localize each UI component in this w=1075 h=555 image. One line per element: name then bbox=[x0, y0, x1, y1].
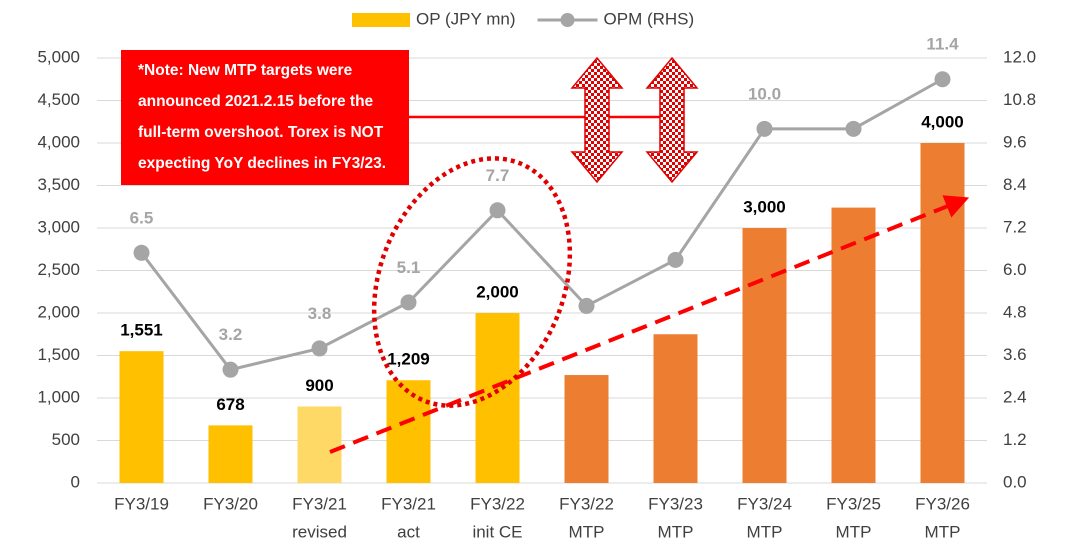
double-arrow bbox=[570, 56, 624, 184]
line-marker bbox=[222, 361, 239, 378]
line-marker bbox=[400, 294, 417, 311]
x-tick-label: FY3/23 bbox=[648, 494, 703, 513]
y2-tick-label: 3.6 bbox=[1003, 345, 1027, 364]
line-marker bbox=[578, 297, 595, 314]
y-tick-label: 2,000 bbox=[37, 302, 80, 321]
bar bbox=[831, 207, 876, 483]
y2-tick-label: 1.2 bbox=[1003, 430, 1027, 449]
x-tick-label: FY3/21 bbox=[292, 494, 347, 513]
line-marker bbox=[133, 244, 150, 261]
highlight-ellipse bbox=[371, 156, 573, 408]
plot-area bbox=[97, 57, 987, 484]
bar-value-label: 1,551 bbox=[120, 321, 163, 340]
note-text: announced 2021.2.15 before the bbox=[138, 93, 374, 110]
line-value-label: 3.8 bbox=[308, 304, 332, 323]
bar bbox=[297, 406, 342, 483]
double-arrow bbox=[645, 56, 699, 184]
y-tick-label: 0 bbox=[71, 472, 80, 491]
line-value-label: 10.0 bbox=[748, 84, 781, 103]
x-tick-label: init CE bbox=[472, 522, 522, 541]
legend-swatch bbox=[352, 13, 410, 27]
line-marker bbox=[934, 71, 951, 88]
bar bbox=[920, 143, 965, 483]
line-value-label: 7.7 bbox=[486, 166, 510, 185]
y-tick-label: 2,500 bbox=[37, 260, 80, 279]
line-marker bbox=[756, 120, 773, 137]
line-value-label: 6.5 bbox=[130, 208, 154, 227]
y-tick-label: 1,500 bbox=[37, 345, 80, 364]
y-tick-label: 4,500 bbox=[37, 90, 80, 109]
bar bbox=[386, 380, 431, 483]
line-marker bbox=[489, 202, 506, 219]
y-tick-label: 5,000 bbox=[37, 47, 80, 66]
decorations bbox=[121, 50, 970, 454]
y2-tick-label: 8.4 bbox=[1003, 175, 1027, 194]
y2-tick-label: 2.4 bbox=[1003, 387, 1027, 406]
y2-tick-label: 4.8 bbox=[1003, 302, 1027, 321]
bar bbox=[119, 351, 164, 483]
note-text: full-term overshoot. Torex is NOT bbox=[138, 124, 384, 141]
bar-value-label: 2,000 bbox=[476, 282, 519, 301]
bar-value-label: 3,000 bbox=[743, 197, 786, 216]
x-tick-label: MTP bbox=[658, 522, 694, 541]
bar-value-label: 1,209 bbox=[387, 350, 430, 369]
trend-arrow bbox=[329, 195, 970, 454]
bar bbox=[742, 228, 787, 483]
bar bbox=[208, 425, 253, 483]
x-tick-label: FY3/22 bbox=[470, 494, 525, 513]
x-tick-label: FY3/22 bbox=[559, 494, 614, 513]
note-box bbox=[121, 50, 409, 185]
y-tick-label: 500 bbox=[52, 430, 80, 449]
y2-tick-label: 6.0 bbox=[1003, 260, 1027, 279]
bar bbox=[564, 375, 609, 483]
y2-tick-label: 0.0 bbox=[1003, 472, 1027, 491]
y-tick-label: 3,000 bbox=[37, 217, 80, 236]
legend-swatch bbox=[560, 13, 575, 27]
y-tick-label: 4,000 bbox=[37, 132, 80, 151]
x-tick-label: MTP bbox=[925, 522, 961, 541]
bar-value-label: 4,000 bbox=[921, 112, 964, 131]
line-value-label: 5.1 bbox=[397, 258, 421, 277]
line bbox=[140, 77, 944, 372]
line-value-label: 3.2 bbox=[219, 325, 243, 344]
y2-tick-label: 12.0 bbox=[1003, 47, 1036, 66]
x-tick-label: MTP bbox=[747, 522, 783, 541]
line-marker bbox=[311, 340, 328, 357]
y-tick-label: 3,500 bbox=[37, 175, 80, 194]
note-text: *Note: New MTP targets were bbox=[138, 62, 353, 79]
bar-value-label: 678 bbox=[216, 395, 244, 414]
x-tick-label: FY3/19 bbox=[114, 494, 169, 513]
x-tick-label: FY3/26 bbox=[915, 494, 970, 513]
y2-tick-label: 10.8 bbox=[1003, 90, 1036, 109]
note-text: expecting YoY declines in FY3/23. bbox=[138, 155, 386, 172]
legend-label: OP (JPY mn) bbox=[416, 9, 516, 28]
x-tick-label: revised bbox=[292, 522, 347, 541]
x-tick-label: act bbox=[397, 522, 420, 541]
x-tick-label: MTP bbox=[569, 522, 605, 541]
x-tick-label: MTP bbox=[836, 522, 872, 541]
line-marker bbox=[845, 120, 862, 137]
y2-tick-label: 9.6 bbox=[1003, 132, 1027, 151]
y-tick-label: 1,000 bbox=[37, 387, 80, 406]
x-tick-label: FY3/24 bbox=[737, 494, 792, 513]
bar bbox=[653, 334, 698, 483]
bar-value-label: 900 bbox=[305, 376, 333, 395]
y2-tick-label: 7.2 bbox=[1003, 217, 1027, 236]
x-tick-label: FY3/25 bbox=[826, 494, 881, 513]
x-tick-label: FY3/20 bbox=[203, 494, 258, 513]
line-marker bbox=[667, 251, 684, 268]
line-value-label: 11.4 bbox=[926, 35, 959, 54]
x-tick-label: FY3/21 bbox=[381, 494, 436, 513]
legend-label: OPM (RHS) bbox=[604, 9, 695, 28]
